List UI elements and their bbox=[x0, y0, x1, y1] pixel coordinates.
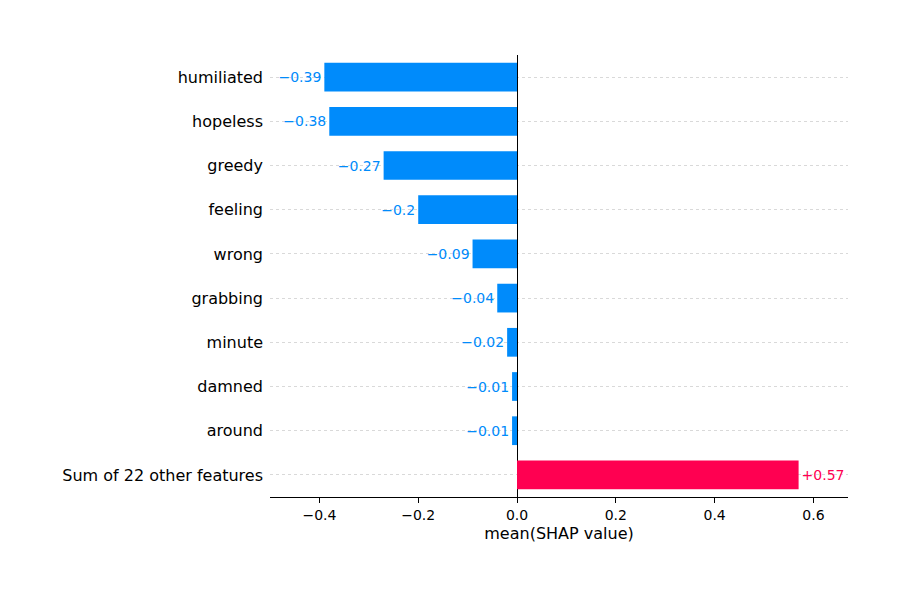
svg-text:Sum of 22 other features: Sum of 22 other features bbox=[62, 466, 263, 485]
svg-text:−0.27: −0.27 bbox=[338, 158, 381, 174]
svg-text:0.0: 0.0 bbox=[506, 507, 528, 523]
svg-text:feeling: feeling bbox=[208, 200, 263, 219]
svg-text:hopeless: hopeless bbox=[192, 112, 263, 131]
svg-text:−0.02: −0.02 bbox=[461, 334, 504, 350]
svg-text:humiliated: humiliated bbox=[178, 68, 263, 87]
svg-text:0.6: 0.6 bbox=[802, 507, 824, 523]
svg-text:mean(SHAP value): mean(SHAP value) bbox=[484, 524, 633, 543]
svg-text:minute: minute bbox=[207, 333, 263, 352]
svg-text:−0.2: −0.2 bbox=[401, 507, 435, 523]
svg-text:greedy: greedy bbox=[207, 156, 263, 175]
svg-text:0.2: 0.2 bbox=[605, 507, 627, 523]
svg-text:around: around bbox=[207, 421, 263, 440]
svg-text:+0.57: +0.57 bbox=[802, 467, 845, 483]
svg-text:−0.09: −0.09 bbox=[427, 246, 470, 262]
svg-text:damned: damned bbox=[197, 377, 263, 396]
svg-text:grabbing: grabbing bbox=[191, 289, 263, 308]
svg-text:−0.04: −0.04 bbox=[451, 290, 494, 306]
svg-text:−0.01: −0.01 bbox=[466, 379, 509, 395]
svg-text:−0.01: −0.01 bbox=[466, 423, 509, 439]
svg-text:−0.39: −0.39 bbox=[278, 69, 321, 85]
svg-text:−0.38: −0.38 bbox=[283, 113, 326, 129]
svg-text:wrong: wrong bbox=[214, 245, 263, 264]
svg-text:0.4: 0.4 bbox=[703, 507, 725, 523]
svg-text:−0.2: −0.2 bbox=[381, 202, 415, 218]
svg-text:−0.4: −0.4 bbox=[302, 507, 336, 523]
